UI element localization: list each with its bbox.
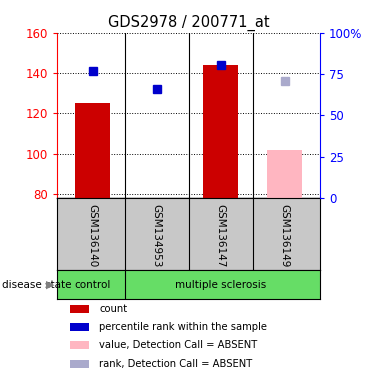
Text: value, Detection Call = ABSENT: value, Detection Call = ABSENT [100,340,258,350]
Text: GSM136149: GSM136149 [280,204,290,267]
Text: GSM136147: GSM136147 [216,204,226,267]
Text: multiple sclerosis: multiple sclerosis [175,280,266,290]
Bar [203,65,238,198]
Text: disease state: disease state [2,280,71,290]
Text: GSM134953: GSM134953 [152,204,162,267]
Text: control: control [74,280,111,290]
FancyBboxPatch shape [70,360,89,368]
Title: GDS2978 / 200771_at: GDS2978 / 200771_at [108,15,269,31]
Text: ▶: ▶ [46,280,54,290]
Text: rank, Detection Call = ABSENT: rank, Detection Call = ABSENT [100,359,253,369]
FancyBboxPatch shape [70,323,89,331]
Text: count: count [100,304,128,314]
FancyBboxPatch shape [70,305,89,313]
Bar [75,103,110,198]
Bar [267,150,302,198]
FancyBboxPatch shape [70,341,89,349]
Text: percentile rank within the sample: percentile rank within the sample [100,322,268,332]
Text: GSM136140: GSM136140 [88,204,98,267]
